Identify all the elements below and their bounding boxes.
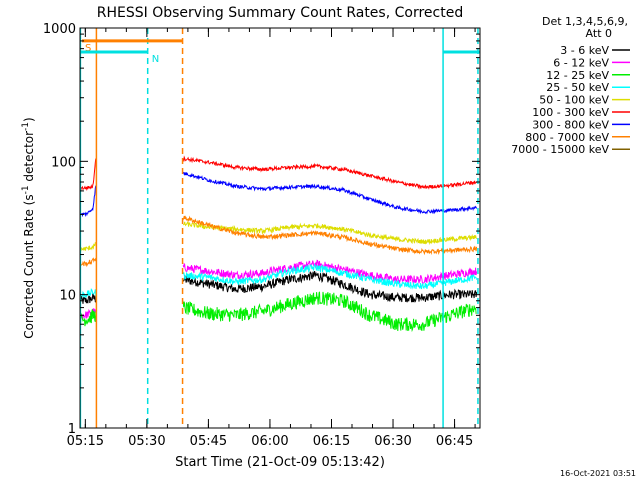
legend-label: 300 - 800 keV [532,118,609,131]
x-tick-label: 06:15 [313,434,350,449]
series-line-post [182,271,478,303]
x-tick-label: 06:30 [374,434,411,449]
series-line-post [182,215,478,256]
series-line-pre [79,242,96,252]
legend-label: 6 - 12 keV [553,56,609,69]
y-tick-label: 100 [51,155,76,170]
legend-label: 800 - 7000 keV [525,131,609,144]
flag-label: S [85,43,91,54]
plot-frame [79,27,481,429]
footer-timestamp: 16-Oct-2021 03:51 [560,469,636,478]
y-axis-label: Corrected Count Rate (s-1 detector-1) [21,117,36,338]
legend-label: 25 - 50 keV [546,81,609,94]
y-tick-label: 1000 [43,22,76,37]
x-tick-label: 06:00 [251,434,288,449]
legend-label: 7000 - 15000 keV [511,143,609,156]
x-tick-label: 05:45 [190,434,227,449]
series-line-pre [79,309,97,327]
x-tick-label: 06:45 [436,434,473,449]
series-line-post [182,155,478,190]
flag-label: N [152,54,159,65]
y-tick-label: 1 [68,422,76,437]
x-axis-label: Start Time (21-Oct-09 05:13:42) [175,455,385,470]
x-tick-label: 05:15 [67,434,104,449]
series-line-post [182,263,478,290]
series-line-post [182,291,477,333]
y-tick-label: 10 [59,289,76,304]
y-axis-ticks: 1 10 100 1000 [43,22,480,437]
series-line-post [183,171,478,215]
x-tick-label: 05:30 [128,434,165,449]
legend-label: 12 - 25 keV [546,69,609,82]
series-line-post [182,259,478,285]
series-line-pre [79,158,97,192]
legend-label: 3 - 6 keV [560,44,609,57]
legend-label: 50 - 100 keV [539,94,609,107]
legend-label: 100 - 300 keV [532,106,609,119]
legend-header-attenuator: Att 0 [586,27,612,40]
series-line-pre [79,257,97,268]
x-axis-ticks: 05:15 05:30 05:45 06:00 06:15 06:30 06:45 [67,28,476,449]
chart-title: RHESSI Observing Summary Count Rates, Co… [97,5,463,21]
data-series-group [79,155,478,333]
series-line-pre [79,185,97,218]
legend-header-detectors: Det 1,3,4,5,6,9, [542,15,628,28]
series-line-post [182,221,478,246]
